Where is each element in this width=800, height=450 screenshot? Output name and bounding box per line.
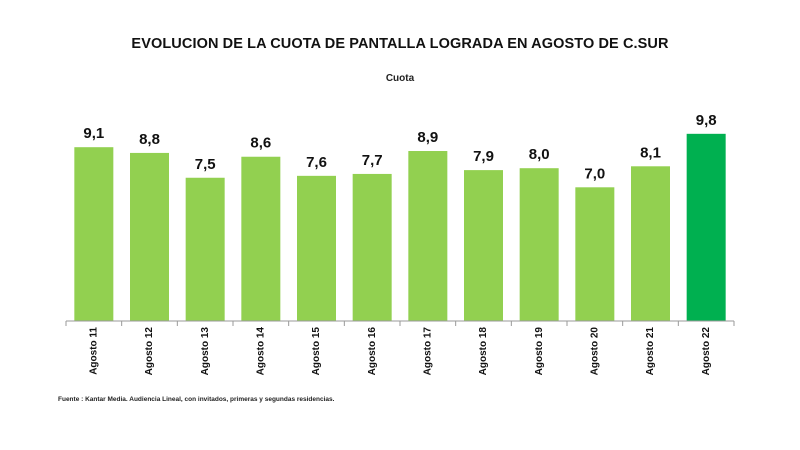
- x-ticks-group: [65, 321, 735, 326]
- value-label: 7,0: [584, 165, 605, 182]
- bar-agosto-21: [631, 166, 670, 321]
- value-label: 8,6: [250, 135, 271, 152]
- chart-subtitle: Cuota: [385, 73, 415, 84]
- source-note: Fuente : Kantar Media. Audiencia Lineal,…: [58, 396, 335, 403]
- value-labels-group: 9,1 8,8 7,5 8,6 7,6 7,7 8,9 7,9 8,0 7,0 8,1 9,8: [83, 112, 716, 182]
- bar-agosto-22: [686, 133, 726, 321]
- bars-group: [74, 133, 726, 321]
- category-labels-group: Agosto 11 Agosto 12 Agosto 13 Agosto 14 Agos…: [88, 327, 711, 376]
- bar-agosto-11: [74, 147, 114, 321]
- bar-agosto-17: [408, 151, 448, 321]
- category-label: Agosto 19: [534, 327, 545, 376]
- value-label: 7,5: [195, 156, 216, 173]
- value-label: 7,7: [362, 152, 383, 169]
- category-label: Agosto 16: [367, 327, 378, 376]
- category-label: Agosto 15: [311, 327, 322, 376]
- category-label: Agosto 11: [88, 327, 99, 375]
- value-label: 8,0: [529, 146, 550, 163]
- bar-agosto-20: [575, 187, 615, 321]
- category-label: Agosto 18: [478, 327, 489, 376]
- chart-title: EVOLUCION DE LA CUOTA DE PANTALLA LOGRAD…: [131, 36, 669, 52]
- category-label: Agosto 20: [589, 327, 600, 376]
- value-label: 7,6: [306, 154, 327, 171]
- category-label: Agosto 21: [645, 327, 656, 376]
- category-label: Agosto 14: [255, 327, 266, 376]
- value-label: 8,1: [640, 144, 661, 161]
- value-label: 8,8: [139, 131, 160, 148]
- bar-agosto-16: [352, 173, 392, 321]
- category-label: Agosto 13: [200, 327, 211, 376]
- category-label: Agosto 22: [701, 327, 712, 376]
- bar-agosto-19: [519, 168, 559, 321]
- bar-agosto-14: [241, 156, 281, 321]
- bar-agosto-13: [185, 177, 225, 321]
- value-label: 9,8: [696, 112, 717, 129]
- category-label: Agosto 17: [422, 327, 433, 376]
- bar-agosto-18: [464, 170, 503, 321]
- value-label: 7,9: [473, 148, 494, 165]
- value-label: 8,9: [417, 129, 438, 146]
- category-label: Agosto 12: [144, 327, 155, 376]
- bar-agosto-15: [297, 175, 336, 321]
- value-label: 9,1: [83, 125, 104, 142]
- bar-agosto-12: [130, 152, 169, 321]
